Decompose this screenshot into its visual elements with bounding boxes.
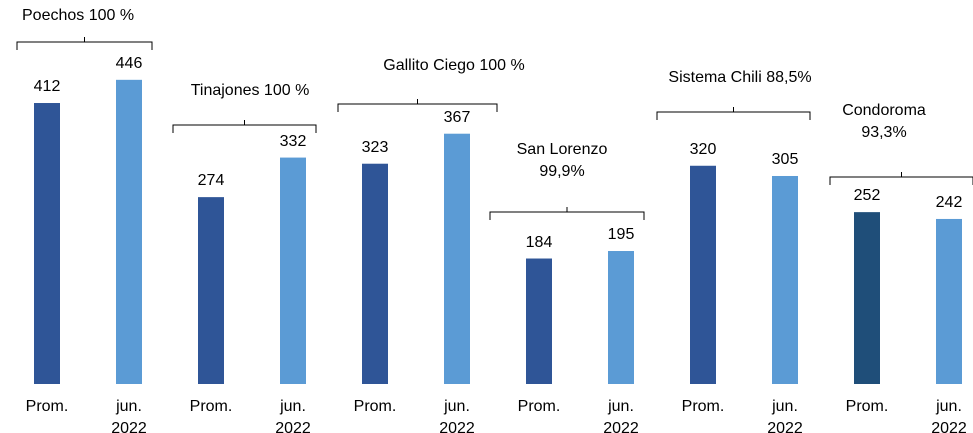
bar bbox=[772, 175, 798, 384]
value-label: 332 bbox=[279, 132, 307, 150]
x-tick-label: Prom. bbox=[189, 398, 233, 415]
group-label: Gallito Ciego 100 % bbox=[383, 57, 525, 74]
value-label: 242 bbox=[935, 193, 963, 211]
x-tick-label: jun. 2022 bbox=[275, 398, 311, 433]
bar bbox=[444, 133, 470, 384]
value-label: 305 bbox=[771, 150, 799, 168]
x-tick-label: jun. 2022 bbox=[767, 398, 803, 433]
bar bbox=[526, 258, 552, 384]
group-label: Condoroma 93,3% bbox=[842, 102, 926, 141]
group-bracket bbox=[489, 207, 645, 220]
value-label: 323 bbox=[361, 138, 389, 156]
value-label: 274 bbox=[197, 172, 225, 190]
value-label: 184 bbox=[525, 233, 553, 251]
value-label: 412 bbox=[33, 78, 61, 96]
group-label: Poechos 100 % bbox=[22, 7, 135, 24]
x-tick-label: jun. 2022 bbox=[931, 398, 967, 433]
value-label: 320 bbox=[689, 140, 717, 158]
x-tick-label: jun. 2022 bbox=[603, 398, 639, 433]
x-tick-label: Prom. bbox=[681, 398, 725, 415]
group-bracket bbox=[16, 37, 153, 50]
bar bbox=[936, 218, 962, 384]
x-tick-label: Prom. bbox=[353, 398, 397, 415]
bar bbox=[608, 251, 634, 384]
x-tick-label: jun. 2022 bbox=[439, 398, 475, 433]
group-bracket bbox=[337, 99, 498, 112]
bar bbox=[198, 197, 224, 384]
group-label: Sistema Chili 88,5% bbox=[668, 69, 812, 86]
x-tick-label: jun. 2022 bbox=[111, 398, 147, 433]
x-tick-label: Prom. bbox=[25, 398, 69, 415]
x-tick-label: Prom. bbox=[517, 398, 561, 415]
value-label: 195 bbox=[607, 226, 635, 243]
bar bbox=[362, 163, 388, 384]
value-label: 252 bbox=[853, 187, 881, 205]
group-label: Tinajones 100 % bbox=[190, 82, 310, 99]
group-bracket bbox=[829, 172, 973, 185]
bar bbox=[690, 165, 716, 384]
bar bbox=[116, 79, 142, 384]
x-tick-label: Prom. bbox=[845, 398, 889, 415]
bar bbox=[854, 212, 880, 384]
value-label: 446 bbox=[115, 54, 143, 72]
group-label: San Lorenzo 99,9% bbox=[516, 141, 608, 180]
group-bracket bbox=[656, 107, 811, 120]
value-label: 367 bbox=[443, 108, 471, 126]
group-bracket bbox=[172, 120, 317, 133]
bar bbox=[280, 157, 306, 384]
bar bbox=[34, 103, 60, 385]
